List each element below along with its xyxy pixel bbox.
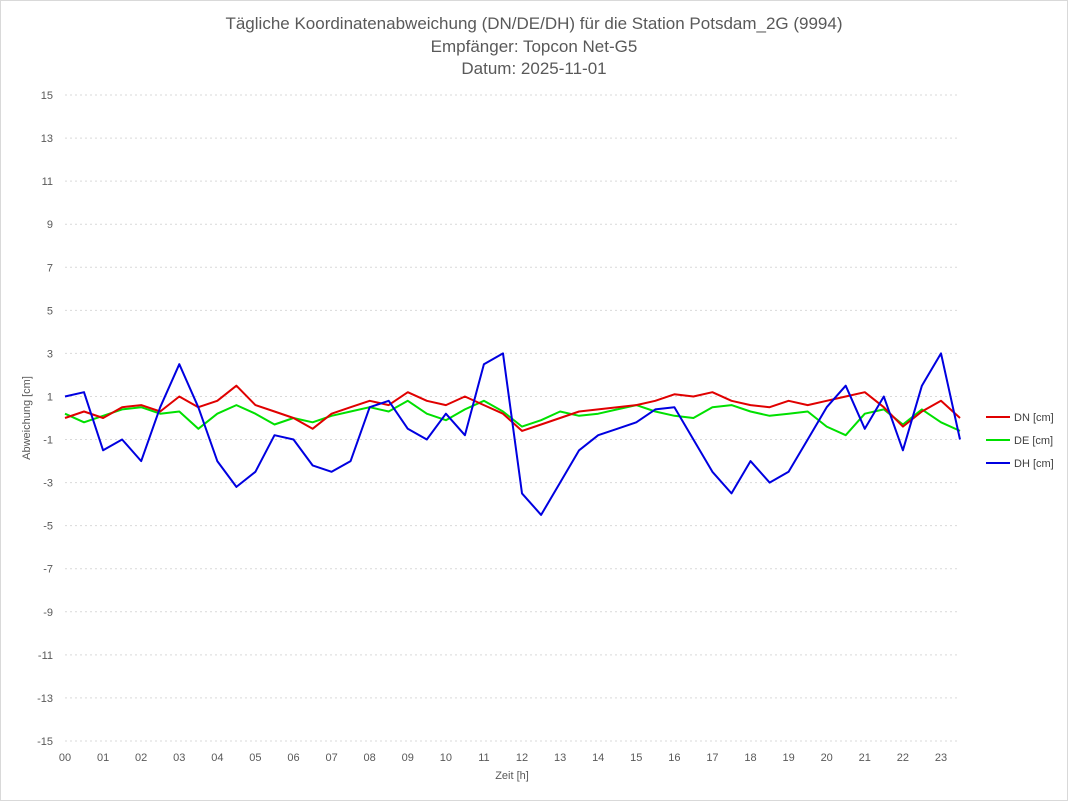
x-tick-label: 08 <box>364 752 376 764</box>
y-tick-label: 7 <box>47 262 53 274</box>
x-tick-label: 13 <box>554 752 566 764</box>
x-tick-label: 06 <box>287 752 299 764</box>
x-axis-title: Zeit [h] <box>495 770 529 782</box>
x-tick-label: 19 <box>782 752 794 764</box>
x-tick-label: 05 <box>249 752 261 764</box>
y-axis-title: Abweichung [cm] <box>21 376 33 460</box>
y-tick-labels: 15 13 11 9 7 5 3 1 -1 -3 -5 -7 -9 -11 -13 -15 <box>37 90 53 748</box>
y-tick-label: 3 <box>47 348 53 360</box>
x-tick-label: 02 <box>135 752 147 764</box>
x-tick-label: 01 <box>97 752 109 764</box>
x-tick-label: 10 <box>440 752 452 764</box>
x-tick-label: 22 <box>897 752 909 764</box>
y-tick-label: 13 <box>41 133 53 145</box>
x-tick-label: 07 <box>325 752 337 764</box>
chart-title-line-2: Empfänger: Topcon Net-G5 <box>431 37 638 56</box>
y-tick-label: -13 <box>37 693 53 705</box>
grid-lines <box>65 94 960 742</box>
legend-label: DN [cm] <box>1014 412 1054 424</box>
legend: DN [cm] DE [cm] DH [cm] <box>986 412 1054 470</box>
x-tick-label: 23 <box>935 752 947 764</box>
x-tick-label: 18 <box>744 752 756 764</box>
y-tick-label: -7 <box>43 564 53 576</box>
y-tick-label: -9 <box>43 607 53 619</box>
y-tick-label: 1 <box>47 391 53 403</box>
y-tick-label: -15 <box>37 736 53 748</box>
x-tick-label: 00 <box>59 752 71 764</box>
y-tick-label: 5 <box>47 305 53 317</box>
x-tick-label: 16 <box>668 752 680 764</box>
legend-label: DH [cm] <box>1014 458 1054 470</box>
y-tick-label: 15 <box>41 90 53 102</box>
series-lines <box>64 352 961 516</box>
x-tick-label: 20 <box>821 752 833 764</box>
y-tick-label: 11 <box>42 176 53 188</box>
x-tick-label: 15 <box>630 752 642 764</box>
x-tick-label: 17 <box>706 752 718 764</box>
y-tick-label: -1 <box>43 435 53 447</box>
x-tick-labels: 00 01 02 03 04 05 06 07 08 09 10 11 12 13 14 15 16 17 18 19… <box>59 752 947 764</box>
x-tick-label: 11 <box>478 752 489 764</box>
y-tick-label: 9 <box>47 219 53 231</box>
x-tick-label: 14 <box>592 752 604 764</box>
x-tick-label: 12 <box>516 752 528 764</box>
chart-title-line-1: Tägliche Koordinatenabweichung (DN/DE/DH… <box>225 14 842 33</box>
x-tick-label: 21 <box>859 752 871 764</box>
y-tick-label: -11 <box>38 650 53 662</box>
chart-title-line-3: Datum: 2025-11-01 <box>461 59 606 78</box>
y-tick-label: -5 <box>43 521 53 533</box>
legend-label: DE [cm] <box>1014 435 1053 447</box>
x-tick-label: 03 <box>173 752 185 764</box>
x-tick-label: 04 <box>211 752 223 764</box>
y-tick-label: -3 <box>43 478 53 490</box>
x-tick-label: 09 <box>402 752 414 764</box>
series-line-2 <box>64 352 961 516</box>
